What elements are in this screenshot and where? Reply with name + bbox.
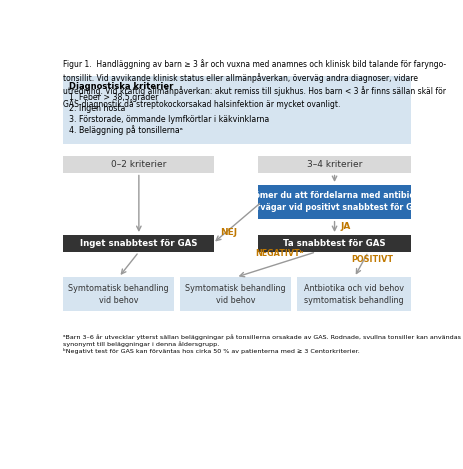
- FancyBboxPatch shape: [258, 185, 411, 219]
- Text: Symtomatisk behandling
vid behov: Symtomatisk behandling vid behov: [69, 284, 169, 304]
- FancyBboxPatch shape: [63, 277, 174, 311]
- Text: Bedömer du att fördelarna med antibiotika
övervägar vid positivt snabbtest för G: Bedömer du att fördelarna med antibiotik…: [237, 191, 432, 212]
- Text: 3. Förstorade, ömmande lymfkörtlar i käkvinklarna: 3. Förstorade, ömmande lymfkörtlar i käk…: [69, 115, 269, 124]
- Text: Diagnostiska kriterier: Diagnostiska kriterier: [69, 83, 173, 91]
- Text: JA: JA: [341, 222, 351, 231]
- FancyBboxPatch shape: [258, 156, 411, 173]
- Text: 3–4 kriterier: 3–4 kriterier: [307, 159, 362, 168]
- Text: NEGATIVTᵇ: NEGATIVTᵇ: [256, 250, 304, 258]
- FancyBboxPatch shape: [297, 277, 411, 311]
- Text: Figur 1.  Handläggning av barn ≥ 3 år och vuxna med anamnes och klinisk bild tal: Figur 1. Handläggning av barn ≥ 3 år och…: [63, 60, 446, 109]
- Text: ᵇNegativt test för GAS kan förväntas hos cirka 50 % av patienterna med ≥ 3 Cento: ᵇNegativt test för GAS kan förväntas hos…: [63, 348, 360, 354]
- Text: ᵃBarn 3–6 år utvecklar ytterst sällan beläggningar på tonsillerna orsakade av GA: ᵃBarn 3–6 år utvecklar ytterst sällan be…: [63, 334, 461, 348]
- Text: POSITIVT: POSITIVT: [351, 255, 393, 264]
- FancyBboxPatch shape: [63, 76, 411, 144]
- Text: Symtomatisk behandling
vid behov: Symtomatisk behandling vid behov: [185, 284, 286, 304]
- Text: Ta snabbtest för GAS: Ta snabbtest för GAS: [283, 239, 386, 248]
- Text: 0–2 kriterier: 0–2 kriterier: [111, 159, 167, 168]
- FancyBboxPatch shape: [63, 156, 214, 173]
- FancyBboxPatch shape: [258, 235, 411, 252]
- Text: Inget snabbtest för GAS: Inget snabbtest för GAS: [80, 239, 198, 248]
- Text: 1. Feber > 38,5 grader: 1. Feber > 38,5 grader: [69, 93, 158, 102]
- FancyBboxPatch shape: [180, 277, 291, 311]
- Text: NEJ: NEJ: [220, 228, 237, 237]
- Text: 4. Beläggning på tonsillernaᵃ: 4. Beläggning på tonsillernaᵃ: [69, 126, 182, 136]
- Text: Antbiotika och vid behov
symtomatisk behandling: Antbiotika och vid behov symtomatisk beh…: [304, 284, 404, 304]
- FancyBboxPatch shape: [63, 235, 214, 252]
- Text: 2. Ingen hosta: 2. Ingen hosta: [69, 104, 125, 113]
